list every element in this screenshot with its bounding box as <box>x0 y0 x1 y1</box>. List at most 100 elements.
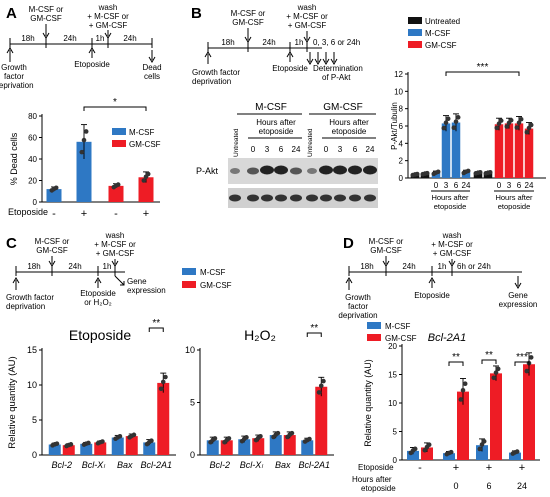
x-tick-label: 3 <box>507 181 512 190</box>
timeline-b-end: Determination <box>313 64 363 73</box>
data-point <box>424 170 430 176</box>
panel-a: A M-CSF or GM-CSF wash + M-CSF or + GM-C… <box>0 3 162 220</box>
blot-time: 0 <box>251 145 256 154</box>
y-axis-label: % Dead cells <box>9 132 19 185</box>
bar <box>252 438 265 455</box>
x-tick-label: 0 <box>434 181 439 190</box>
data-point <box>100 439 105 444</box>
y-tick-label: 5 <box>190 398 195 408</box>
timeline-a: M-CSF or GM-CSF wash + M-CSF or + GM-CSF… <box>0 3 162 90</box>
y-tick-label: 40 <box>28 155 37 164</box>
x-sign-label: + <box>519 462 525 474</box>
dur-d-3: 6h or 24h <box>457 262 491 271</box>
arrow-up <box>286 51 294 62</box>
bar <box>407 450 419 460</box>
blot-time: 6 <box>279 145 284 154</box>
data-point <box>514 125 520 130</box>
data-point <box>514 449 520 454</box>
x-group-label: Hours after <box>495 193 533 202</box>
data-point <box>453 119 459 124</box>
y-axis-label: P-Akt/Tubulin <box>390 102 399 150</box>
bar <box>431 172 441 178</box>
timeline-c-wash: wash <box>105 231 125 240</box>
bar <box>490 373 502 460</box>
data-point <box>115 182 121 187</box>
bar <box>138 177 154 202</box>
timeline-b-top-2: GM-CSF <box>232 18 264 27</box>
y-tick-label: 8 <box>399 105 404 114</box>
bar <box>443 453 455 460</box>
panel-b: B M-CSF or GM-CSF wash + M-CSF or + GM-C… <box>191 3 546 211</box>
row2-label-d-2: etoposide <box>361 484 396 493</box>
data-point <box>465 168 471 174</box>
bar <box>157 382 170 455</box>
chart-a: 0 20 40 60 80 % Dead cells - + - + * <box>9 97 160 220</box>
data-point <box>258 434 263 439</box>
arrow-up <box>428 277 436 288</box>
data-point <box>275 430 281 436</box>
blot-group-gmcsf: GM-CSF <box>323 102 362 113</box>
row-label-a: Etoposide <box>8 207 48 217</box>
timeline-a-top-2: GM-CSF <box>30 14 62 23</box>
bar <box>509 452 521 460</box>
y-tick-label: 15 <box>27 345 37 355</box>
blot-strip-tubulin <box>228 188 378 208</box>
data-point <box>117 433 123 439</box>
data-point <box>460 387 466 393</box>
dur-a-0: 18h <box>21 34 34 43</box>
arrow-up <box>345 277 353 290</box>
data-point <box>448 449 454 455</box>
legend-b-mcsf: M-CSF <box>425 29 450 38</box>
data-point <box>528 122 534 128</box>
data-point <box>516 120 522 126</box>
timeline-b-mid: Etoposide <box>272 64 308 73</box>
sig-bracket <box>148 327 164 332</box>
chart-d: 0 5 10 15 20 Relative quantity (AU) - + + +0 ** 6 **… <box>363 342 540 491</box>
x-tick-label: 24 <box>462 181 471 190</box>
blot-untreated-2: Untreated <box>307 128 314 157</box>
dur-b-times: 0, 3, 6 or 24h <box>313 38 360 47</box>
bar <box>504 123 514 178</box>
timeline-c-top: M-CSF or <box>35 237 70 246</box>
panel-c: C M-CSF or GM-CSF wash + M-CSF or + GM-C… <box>6 231 334 470</box>
bar <box>301 440 314 455</box>
timeline-a-wash: wash <box>98 3 118 12</box>
timeline-d-start: Growth <box>345 293 371 302</box>
y-tick-label: 0 <box>33 198 38 207</box>
legend-a-swatch-mcsf <box>112 128 126 135</box>
data-point <box>495 366 501 372</box>
dur-b-1: 24h <box>262 38 275 47</box>
arrow-up <box>94 277 102 288</box>
data-point <box>481 439 487 444</box>
data-point <box>54 441 60 446</box>
data-point <box>491 375 497 381</box>
y-tick-label: 4 <box>399 139 404 148</box>
timeline-d-top-2: GM-CSF <box>370 246 402 255</box>
y-tick-label: 12 <box>394 70 403 79</box>
dur-c-0: 18h <box>27 262 40 271</box>
blot-hours-2b: etoposide <box>332 127 367 136</box>
data-point <box>494 125 500 131</box>
bar <box>523 364 535 460</box>
timeline-a-wash-3: + GM-CSF <box>89 21 128 30</box>
x-sign-label: + <box>81 208 87 220</box>
data-point <box>477 169 483 175</box>
data-point <box>493 370 499 375</box>
timeline-d-start-3: deprivation <box>338 311 377 320</box>
legend-a: M-CSF GM-CSF <box>112 128 161 149</box>
timeline-c-end-2: expression <box>127 286 166 295</box>
data-point <box>244 435 249 440</box>
timeline-c: M-CSF or GM-CSF wash + M-CSF or + GM-CSF… <box>6 231 166 311</box>
data-point <box>412 446 418 452</box>
arrow-down <box>244 28 252 43</box>
y-tick-label: 0 <box>190 450 195 460</box>
x-tick-label: 0 <box>497 181 502 190</box>
blot-time: 6 <box>353 145 358 154</box>
y-tick-label: 60 <box>28 134 37 143</box>
data-point <box>524 368 530 374</box>
y-tick-label: 15 <box>388 371 397 380</box>
y-tick-label: 20 <box>388 342 397 351</box>
data-point <box>212 436 218 441</box>
x-group-label: etoposide <box>434 202 467 211</box>
